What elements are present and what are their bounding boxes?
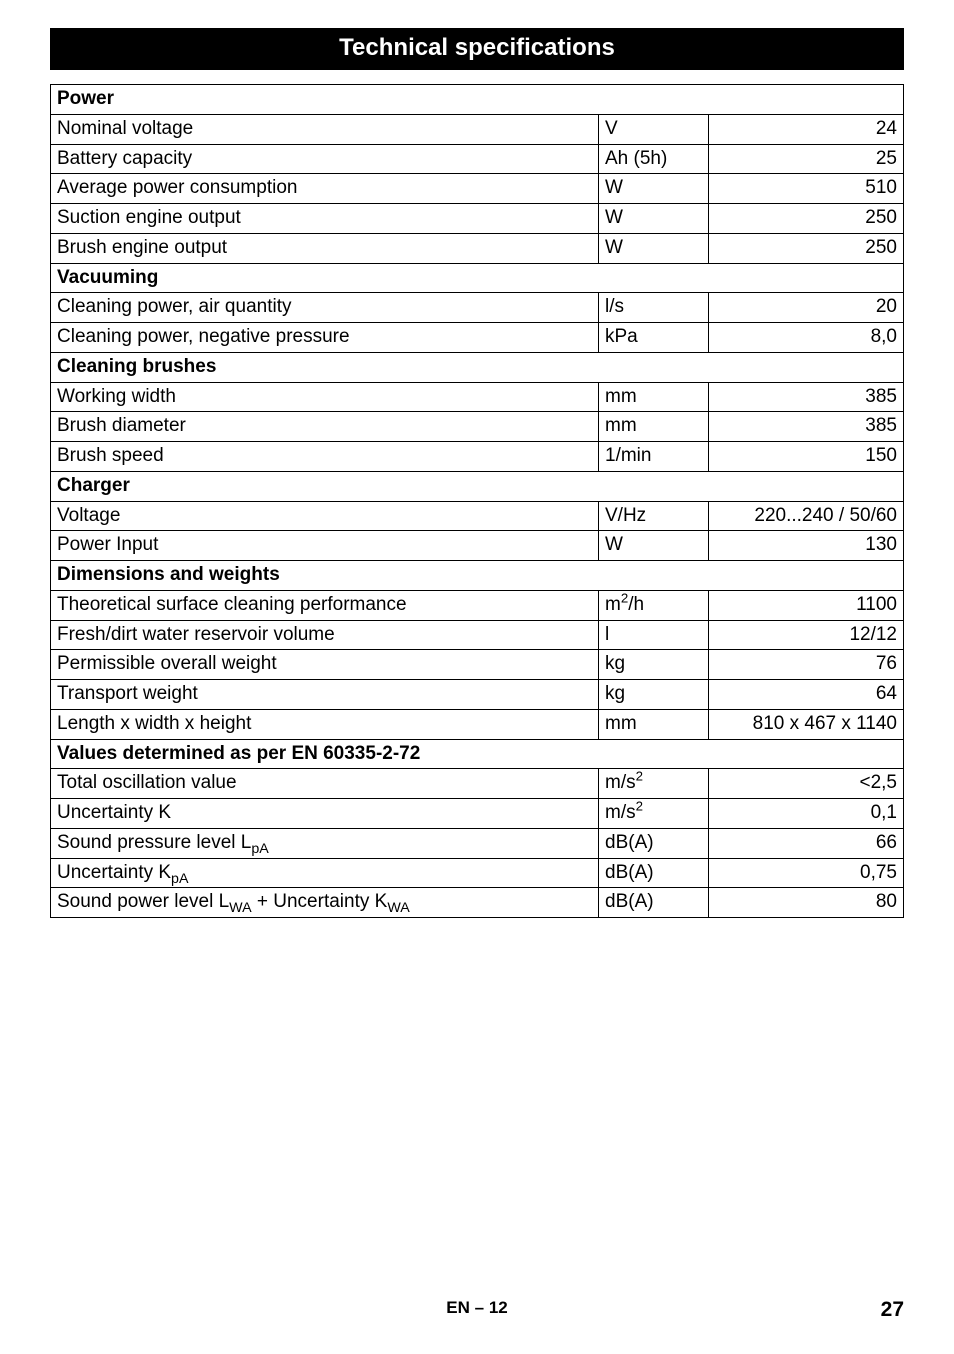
table-row: Working widthmm385 bbox=[51, 382, 904, 412]
spec-label: Permissible overall weight bbox=[51, 650, 599, 680]
spec-unit: V bbox=[599, 114, 709, 144]
spec-value: 24 bbox=[709, 114, 904, 144]
spec-value: 385 bbox=[709, 412, 904, 442]
table-row: Power InputW130 bbox=[51, 531, 904, 561]
spec-unit: 1/min bbox=[599, 442, 709, 472]
section-header: Cleaning brushes bbox=[51, 352, 904, 382]
table-row: Transport weightkg64 bbox=[51, 680, 904, 710]
spec-unit: dB(A) bbox=[599, 858, 709, 888]
spec-unit: V/Hz bbox=[599, 501, 709, 531]
table-row: Brush engine outputW250 bbox=[51, 233, 904, 263]
spec-label: Cleaning power, negative pressure bbox=[51, 323, 599, 353]
page-footer: EN – 12 27 bbox=[0, 1298, 954, 1322]
spec-value: 385 bbox=[709, 382, 904, 412]
spec-unit: kg bbox=[599, 680, 709, 710]
spec-value: 76 bbox=[709, 650, 904, 680]
spec-label: Theoretical surface cleaning performance bbox=[51, 590, 599, 620]
page-title: Technical specifications bbox=[50, 28, 904, 70]
spec-label: Average power consumption bbox=[51, 174, 599, 204]
spec-label: Working width bbox=[51, 382, 599, 412]
section-header: Values determined as per EN 60335-2-72 bbox=[51, 739, 904, 769]
spec-value: 150 bbox=[709, 442, 904, 472]
table-row: Suction engine outputW250 bbox=[51, 204, 904, 234]
spec-label: Power Input bbox=[51, 531, 599, 561]
table-row: Cleaning power, air quantityl/s20 bbox=[51, 293, 904, 323]
spec-unit: mm bbox=[599, 412, 709, 442]
spec-unit: W bbox=[599, 233, 709, 263]
spec-value: 220...240 / 50/60 bbox=[709, 501, 904, 531]
spec-label: Fresh/dirt water reservoir volume bbox=[51, 620, 599, 650]
spec-value: 25 bbox=[709, 144, 904, 174]
spec-label: Voltage bbox=[51, 501, 599, 531]
section-header: Vacuuming bbox=[51, 263, 904, 293]
spec-value: 12/12 bbox=[709, 620, 904, 650]
table-row: Nominal voltageV24 bbox=[51, 114, 904, 144]
spec-value: 0,75 bbox=[709, 858, 904, 888]
spec-value: 810 x 467 x 1140 bbox=[709, 709, 904, 739]
table-row: Sound pressure level LpAdB(A)66 bbox=[51, 828, 904, 858]
spec-label: Sound power level LWA + Uncertainty KWA bbox=[51, 888, 599, 918]
spec-unit: dB(A) bbox=[599, 828, 709, 858]
section-header: Charger bbox=[51, 471, 904, 501]
spec-value: <2,5 bbox=[709, 769, 904, 799]
spec-label: Cleaning power, air quantity bbox=[51, 293, 599, 323]
spec-label: Length x width x height bbox=[51, 709, 599, 739]
footer-page-number: 27 bbox=[881, 1298, 904, 1322]
section-header: Dimensions and weights bbox=[51, 561, 904, 591]
table-row: Brush diametermm385 bbox=[51, 412, 904, 442]
spec-unit: W bbox=[599, 531, 709, 561]
spec-unit: kPa bbox=[599, 323, 709, 353]
spec-unit: Ah (5h) bbox=[599, 144, 709, 174]
spec-unit: m2/h bbox=[599, 590, 709, 620]
table-row: Sound power level LWA + Uncertainty KWAd… bbox=[51, 888, 904, 918]
spec-label: Brush speed bbox=[51, 442, 599, 472]
spec-unit: dB(A) bbox=[599, 888, 709, 918]
table-row: Length x width x heightmm810 x 467 x 114… bbox=[51, 709, 904, 739]
spec-label: Total oscillation value bbox=[51, 769, 599, 799]
spec-unit: W bbox=[599, 204, 709, 234]
table-row: Total oscillation valuem/s2<2,5 bbox=[51, 769, 904, 799]
specs-table: PowerNominal voltageV24Battery capacityA… bbox=[50, 84, 904, 918]
table-row: Average power consumptionW510 bbox=[51, 174, 904, 204]
spec-label: Brush diameter bbox=[51, 412, 599, 442]
spec-label: Sound pressure level LpA bbox=[51, 828, 599, 858]
spec-value: 66 bbox=[709, 828, 904, 858]
table-row: Cleaning power, negative pressurekPa8,0 bbox=[51, 323, 904, 353]
table-row: Battery capacityAh (5h)25 bbox=[51, 144, 904, 174]
spec-value: 250 bbox=[709, 233, 904, 263]
spec-value: 80 bbox=[709, 888, 904, 918]
spec-label: Suction engine output bbox=[51, 204, 599, 234]
spec-label: Battery capacity bbox=[51, 144, 599, 174]
table-row: Theoretical surface cleaning performance… bbox=[51, 590, 904, 620]
spec-value: 20 bbox=[709, 293, 904, 323]
spec-unit: kg bbox=[599, 650, 709, 680]
spec-unit: l/s bbox=[599, 293, 709, 323]
spec-value: 1100 bbox=[709, 590, 904, 620]
spec-unit: W bbox=[599, 174, 709, 204]
spec-label: Brush engine output bbox=[51, 233, 599, 263]
spec-value: 130 bbox=[709, 531, 904, 561]
spec-unit: mm bbox=[599, 709, 709, 739]
section-header: Power bbox=[51, 85, 904, 115]
table-row: VoltageV/Hz220...240 / 50/60 bbox=[51, 501, 904, 531]
table-row: Permissible overall weightkg76 bbox=[51, 650, 904, 680]
spec-value: 64 bbox=[709, 680, 904, 710]
spec-label: Transport weight bbox=[51, 680, 599, 710]
spec-value: 8,0 bbox=[709, 323, 904, 353]
spec-unit: m/s2 bbox=[599, 799, 709, 829]
spec-value: 510 bbox=[709, 174, 904, 204]
spec-unit: l bbox=[599, 620, 709, 650]
table-row: Uncertainty Km/s20,1 bbox=[51, 799, 904, 829]
spec-value: 250 bbox=[709, 204, 904, 234]
spec-label: Uncertainty KpA bbox=[51, 858, 599, 888]
spec-label: Uncertainty K bbox=[51, 799, 599, 829]
spec-unit: m/s2 bbox=[599, 769, 709, 799]
spec-unit: mm bbox=[599, 382, 709, 412]
spec-value: 0,1 bbox=[709, 799, 904, 829]
table-row: Fresh/dirt water reservoir volumel12/12 bbox=[51, 620, 904, 650]
table-row: Brush speed1/min150 bbox=[51, 442, 904, 472]
footer-center: EN – 12 bbox=[446, 1298, 507, 1318]
spec-label: Nominal voltage bbox=[51, 114, 599, 144]
table-row: Uncertainty KpAdB(A)0,75 bbox=[51, 858, 904, 888]
